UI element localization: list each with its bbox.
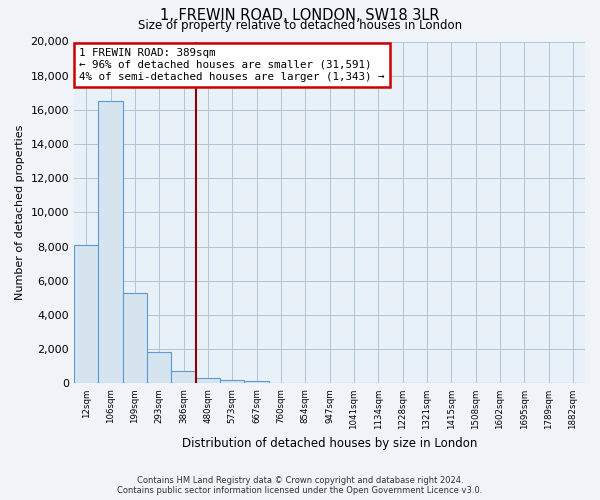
Bar xyxy=(74,245,98,384)
Bar xyxy=(147,352,172,384)
Bar xyxy=(244,381,269,384)
X-axis label: Distribution of detached houses by size in London: Distribution of detached houses by size … xyxy=(182,437,477,450)
Bar xyxy=(196,378,220,384)
Bar xyxy=(172,370,196,384)
Text: Contains HM Land Registry data © Crown copyright and database right 2024.
Contai: Contains HM Land Registry data © Crown c… xyxy=(118,476,482,495)
Text: 1, FREWIN ROAD, LONDON, SW18 3LR: 1, FREWIN ROAD, LONDON, SW18 3LR xyxy=(160,8,440,22)
Bar xyxy=(123,293,147,384)
Text: 1 FREWIN ROAD: 389sqm
← 96% of detached houses are smaller (31,591)
4% of semi-d: 1 FREWIN ROAD: 389sqm ← 96% of detached … xyxy=(79,48,385,82)
Bar xyxy=(220,380,244,384)
Y-axis label: Number of detached properties: Number of detached properties xyxy=(15,125,25,300)
Text: Size of property relative to detached houses in London: Size of property relative to detached ho… xyxy=(138,18,462,32)
Bar xyxy=(98,102,123,384)
